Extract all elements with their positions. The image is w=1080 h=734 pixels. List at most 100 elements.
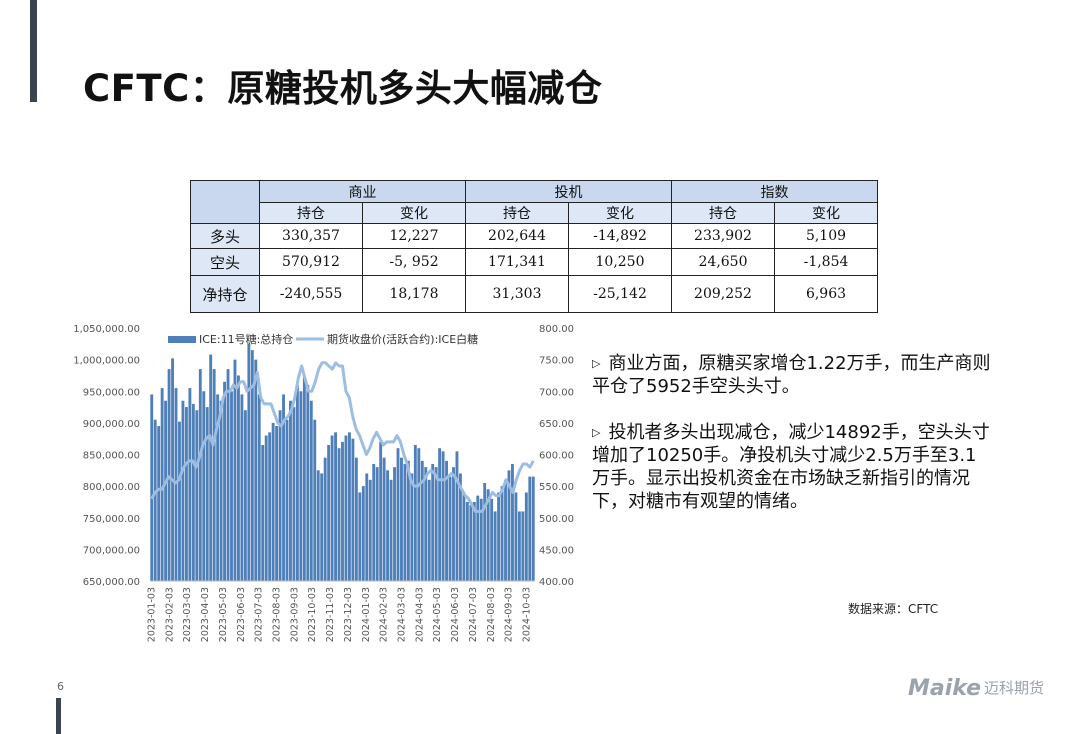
bar (455, 451, 459, 581)
data-source: 数据来源：CFTC (848, 602, 939, 616)
row-label: 净持仓 (190, 275, 260, 313)
table-cell: 233,902 (671, 223, 775, 249)
bullet-text: 投机者多头出现减仓，减少14892手，空头头寸增加了10250手。净投机头寸减少… (592, 422, 990, 512)
bar (313, 419, 317, 581)
y-axis-right: 400.00 450.00 500.00 550.00 600.00 650.00 700.… (539, 324, 574, 588)
bar (209, 354, 213, 581)
x-tick-label: 2024-05-03 (432, 587, 443, 642)
bar (184, 407, 188, 581)
price-line (150, 361, 535, 513)
bar (247, 343, 251, 581)
y-left-tick-label: 900,000.00 (83, 419, 140, 430)
y-left-tick-label: 700,000.00 (83, 545, 140, 556)
x-tick-label: 2023-06-03 (236, 587, 247, 642)
bar (302, 375, 306, 581)
bar (188, 388, 192, 581)
bar (223, 381, 227, 581)
bar (386, 470, 390, 581)
bar (171, 358, 174, 581)
table-cell: 18,178 (362, 275, 466, 313)
page-title: CFTC：原糖投机多头大幅减仓 (83, 67, 603, 110)
bar (368, 479, 372, 581)
bar (164, 400, 168, 581)
x-tick-label: 2023-01-03 (147, 587, 158, 642)
bar (452, 467, 455, 581)
bar (268, 432, 272, 581)
bar (479, 498, 483, 581)
bar (289, 400, 292, 581)
x-tick-label: 2024-03-03 (397, 587, 408, 642)
table-cell: 209,252 (671, 275, 775, 313)
bar (219, 400, 223, 581)
bar (497, 492, 501, 581)
bar (511, 463, 514, 581)
bar (257, 394, 261, 581)
y-left-tick-label: 850,000.00 (83, 451, 140, 462)
bar (354, 457, 358, 581)
bar (427, 479, 431, 581)
row-label: 空头 (190, 248, 260, 276)
bar (531, 476, 535, 581)
bar (157, 426, 161, 581)
bar (438, 448, 442, 581)
bar (517, 511, 521, 581)
bar (299, 391, 303, 581)
bar (295, 384, 299, 581)
bar (237, 375, 240, 581)
bar (521, 511, 525, 581)
bar (493, 511, 497, 581)
bar (316, 470, 320, 581)
table-cell: 202,644 (465, 223, 569, 249)
bar (486, 489, 490, 581)
bar (528, 476, 532, 581)
bar (309, 400, 313, 581)
bar (212, 369, 216, 581)
table-cell: -1,854 (774, 248, 878, 276)
bullet-commercial: ▷ 商业方面，原糖买家增仓1.22万手，而生产商则平仓了5952手空头头寸。 (592, 352, 992, 398)
bar (372, 463, 376, 581)
bar (243, 410, 247, 581)
table-cell: -240,555 (259, 275, 363, 313)
bar (434, 467, 438, 581)
bar (524, 492, 528, 581)
y-right-tick-label: 800.00 (539, 324, 574, 335)
y-left-tick-label: 1,050,000.00 (73, 324, 140, 335)
y-right-tick-label: 700.00 (539, 387, 574, 398)
bar (271, 422, 275, 581)
bar (448, 476, 452, 581)
table-cell: -14,892 (568, 223, 672, 249)
bar (330, 435, 334, 581)
y-right-tick-label: 550.00 (539, 482, 574, 493)
bar (472, 501, 476, 581)
bar (334, 432, 337, 581)
x-tick-label: 2024-04-03 (414, 587, 425, 642)
table-cell: 171,341 (465, 248, 569, 276)
bar (431, 463, 435, 581)
x-tick-label: 2024-06-03 (450, 587, 461, 642)
bar (240, 394, 244, 581)
x-tick-label: 2024-08-03 (486, 587, 497, 642)
bar (445, 460, 448, 581)
y-left-tick-label: 750,000.00 (83, 514, 140, 525)
bar (413, 445, 417, 581)
table-row-long: 多头 330,357 12,227 202,644 -14,892 233,90… (190, 223, 878, 249)
bar (292, 407, 296, 581)
x-tick-label: 2023-11-03 (325, 587, 336, 642)
subheader-cell: 变化 (774, 202, 878, 224)
x-tick-label: 2024-09-03 (504, 587, 515, 642)
bullet-speculative: ▷ 投机者多头出现减仓，减少14892手，空头头寸增加了10250手。净投机头寸减… (592, 421, 992, 513)
y-right-tick-label: 500.00 (539, 514, 574, 525)
bar (358, 492, 362, 581)
x-tick-label: 2023-05-03 (218, 587, 229, 642)
bar (462, 492, 466, 581)
bar (403, 463, 407, 581)
bar (337, 448, 341, 581)
y-right-tick-label: 600.00 (539, 451, 574, 462)
decorative-bar-top (30, 0, 37, 102)
y-right-tick-label: 450.00 (539, 545, 574, 556)
table-cell: 24,650 (671, 248, 775, 276)
positions-table: 商业 投机 指数 持仓 变化 持仓 变化 持仓 变化 多头 330,357 12… (190, 180, 878, 313)
bar (250, 350, 254, 581)
bar (469, 505, 473, 581)
bar (417, 448, 421, 581)
